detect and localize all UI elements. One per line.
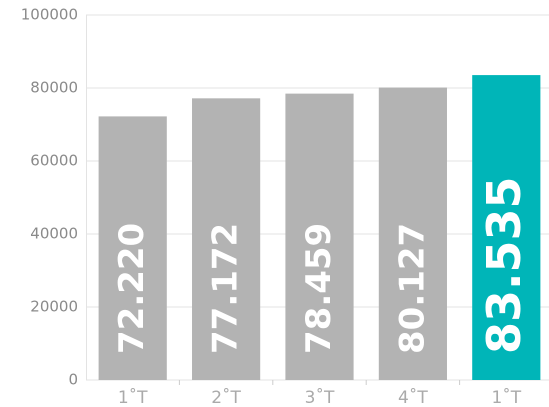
value-label: 77.172 <box>206 223 246 354</box>
y-tick-label: 80000 <box>30 79 78 97</box>
value-label: 80.127 <box>392 223 432 354</box>
y-tick-label: 20000 <box>30 298 78 316</box>
bar <box>378 87 447 381</box>
bar <box>98 116 167 380</box>
bar <box>472 75 541 380</box>
bar <box>192 98 261 380</box>
y-tick-label: 60000 <box>30 152 78 170</box>
y-tick-label: 0 <box>68 371 78 389</box>
x-tick-label: 1˚T <box>118 387 148 407</box>
value-label: 83.535 <box>477 176 531 354</box>
value-label: 78.459 <box>299 223 339 354</box>
bar <box>285 93 354 381</box>
x-tick-label: 2˚T <box>211 387 241 407</box>
x-tick-label: 1˚T <box>491 387 521 407</box>
y-tick-label: 100000 <box>21 6 78 24</box>
x-tick-label: 4˚T <box>398 387 428 407</box>
y-tick-label: 40000 <box>30 225 78 243</box>
x-tick-label: 3˚T <box>305 387 335 407</box>
value-label: 72.220 <box>112 223 152 354</box>
